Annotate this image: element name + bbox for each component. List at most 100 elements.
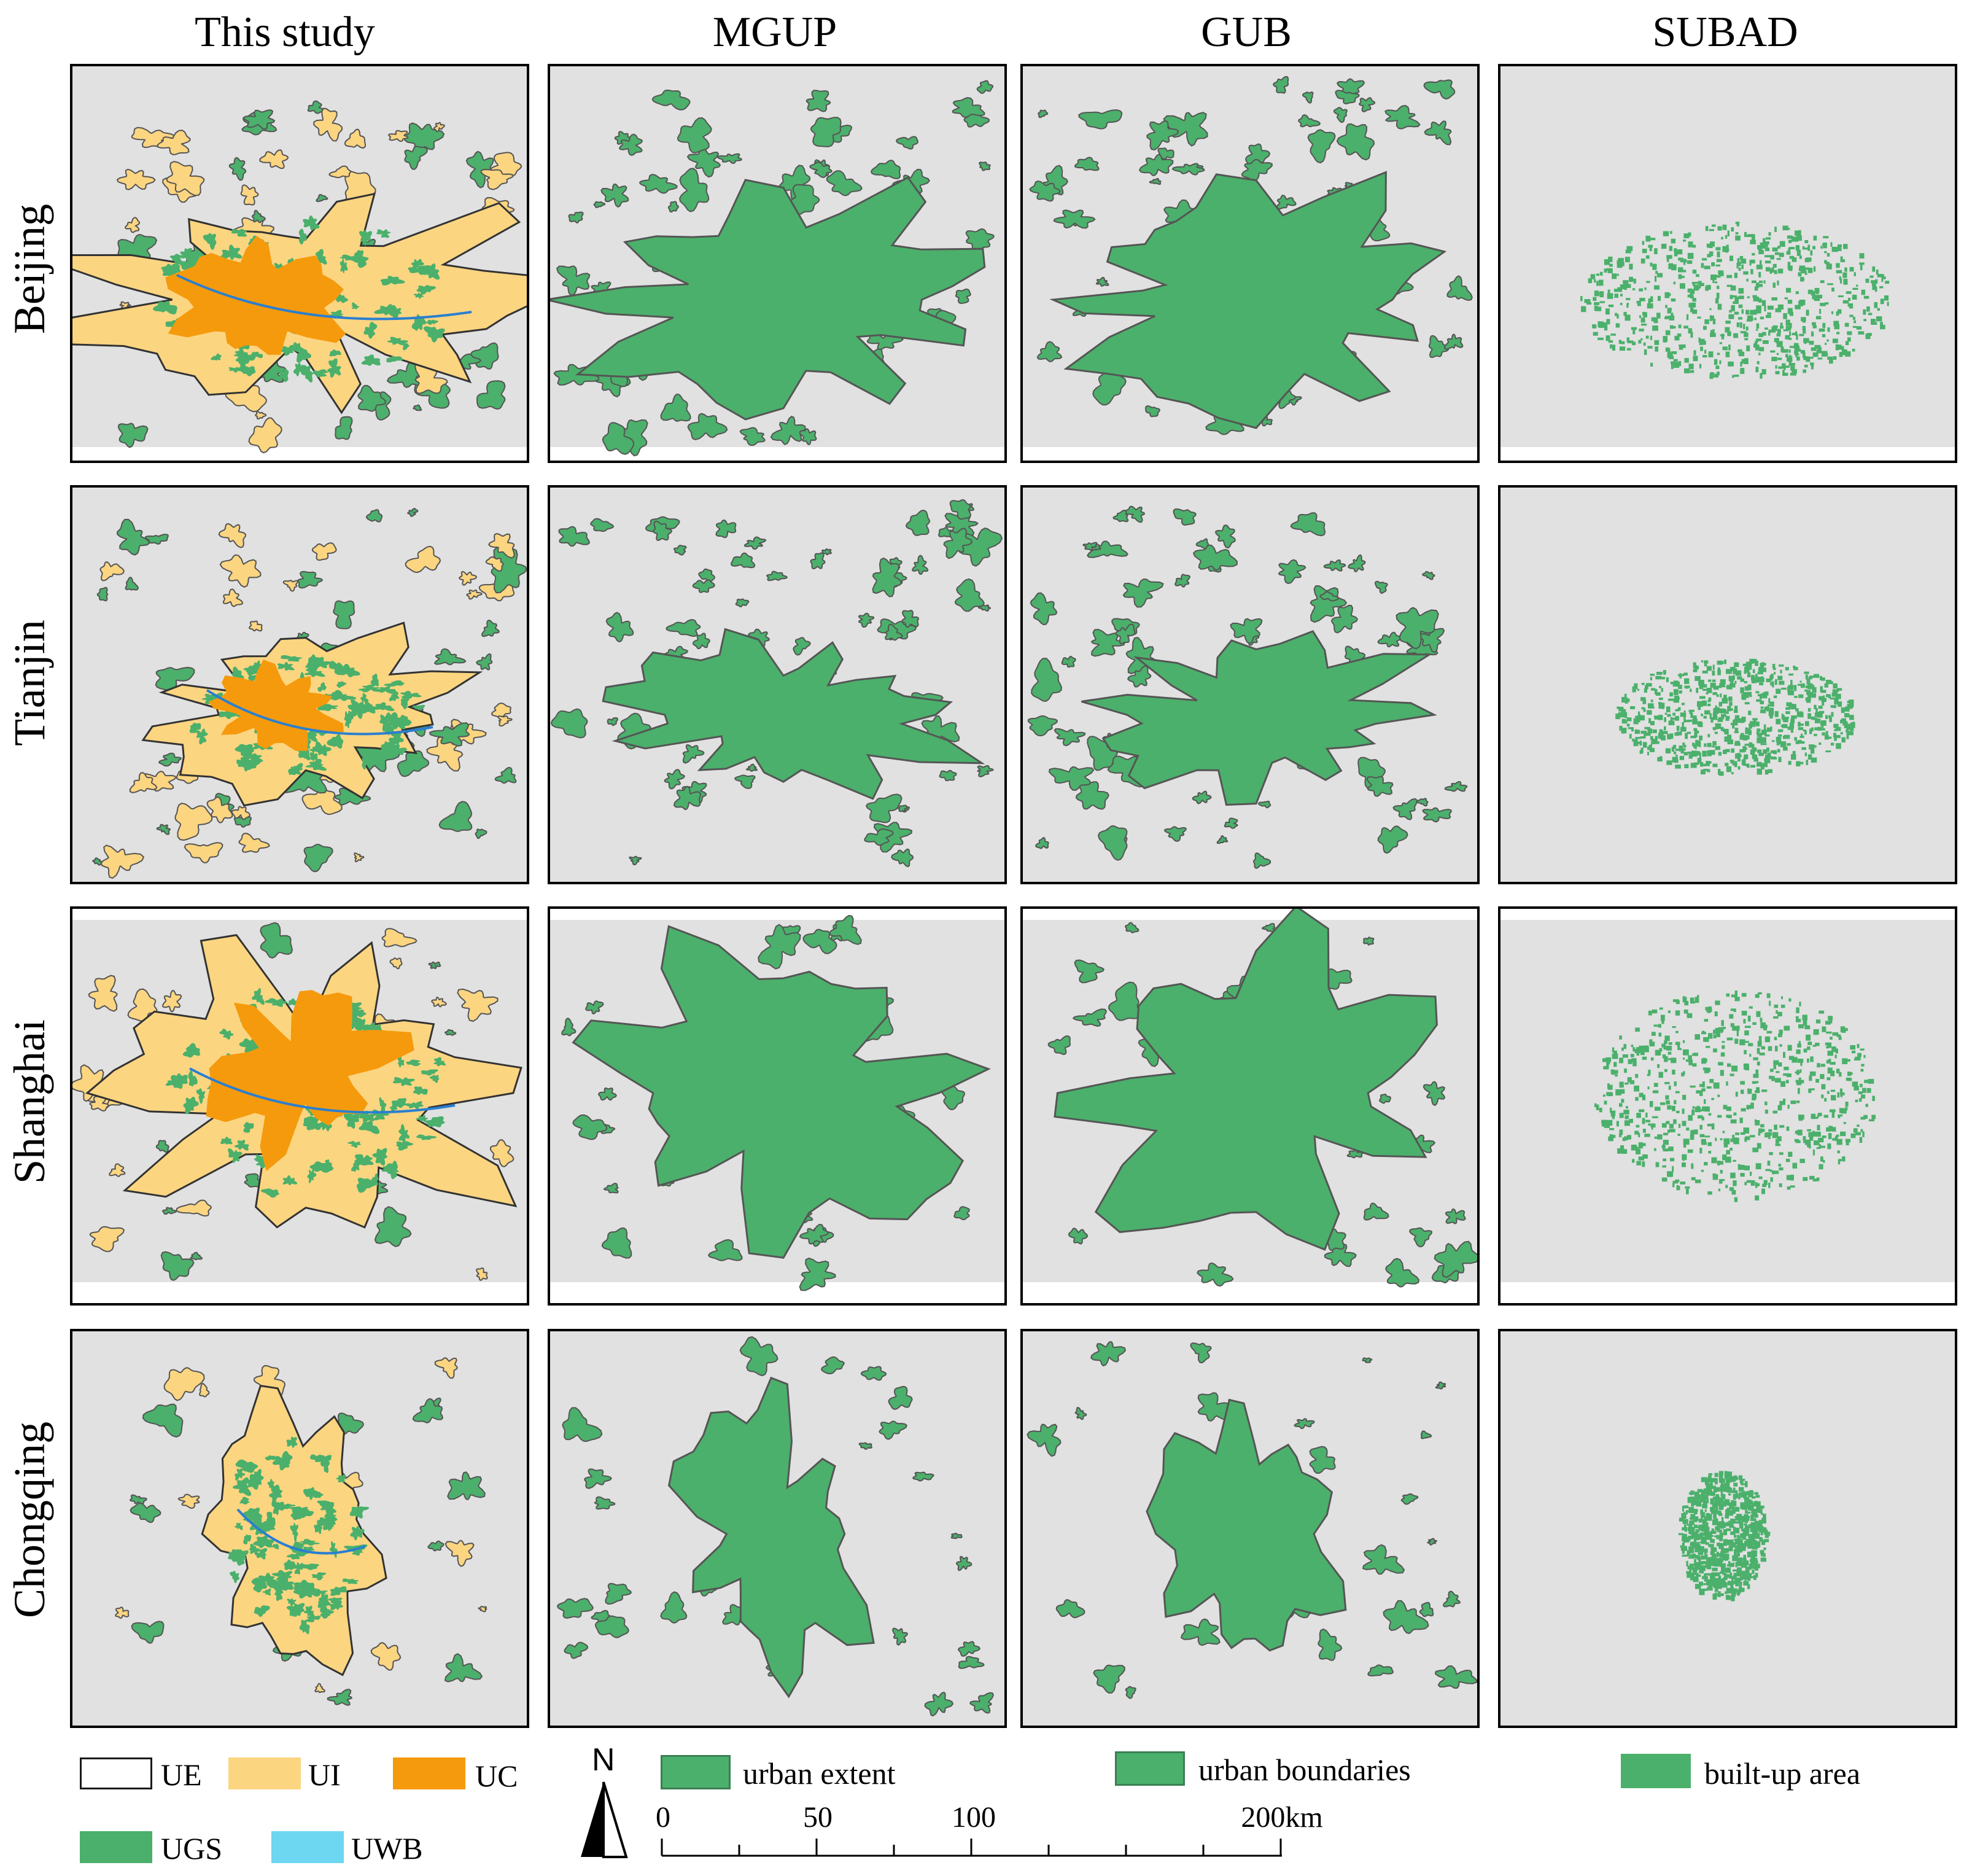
built-up-patch bbox=[1755, 1182, 1758, 1188]
built-up-patch bbox=[1704, 265, 1710, 270]
urban-patch bbox=[1072, 1008, 1108, 1027]
built-up-patch bbox=[1876, 270, 1879, 275]
scale-label-50: 50 bbox=[803, 1801, 833, 1834]
built-up-patch bbox=[1720, 717, 1723, 721]
built-up-patch bbox=[1706, 1086, 1712, 1089]
urban-patch bbox=[603, 1183, 619, 1194]
built-up-patch bbox=[1647, 752, 1649, 756]
row-label-beijing: Beijing bbox=[5, 204, 54, 334]
built-up-patch bbox=[1783, 1099, 1786, 1102]
built-up-patch bbox=[1846, 1059, 1850, 1062]
green-space-patch bbox=[387, 305, 402, 319]
green-space-patch bbox=[281, 655, 303, 662]
built-up-patch bbox=[1682, 1527, 1687, 1531]
built-up-patch bbox=[1598, 279, 1604, 286]
built-up-patch bbox=[1749, 260, 1752, 266]
built-up-patch bbox=[1809, 340, 1814, 345]
urban-patch bbox=[828, 914, 862, 945]
built-up-patch bbox=[1684, 368, 1690, 373]
built-up-patch bbox=[1766, 237, 1771, 240]
built-up-patch bbox=[1636, 1161, 1641, 1166]
built-up-patch bbox=[1769, 707, 1774, 714]
built-up-patch bbox=[1744, 681, 1748, 683]
built-up-patch bbox=[1761, 1089, 1768, 1092]
built-up-patch bbox=[1775, 1133, 1779, 1138]
urban-patch bbox=[1029, 180, 1061, 202]
built-up-patch bbox=[1713, 1034, 1717, 1038]
built-up-patch bbox=[1703, 1538, 1707, 1544]
built-up-patch bbox=[1733, 1180, 1737, 1186]
built-up-patch bbox=[1647, 710, 1652, 715]
built-up-patch bbox=[1719, 771, 1724, 776]
urban-patch bbox=[602, 422, 635, 455]
built-up-patch bbox=[1831, 287, 1834, 292]
built-up-patch bbox=[1641, 683, 1645, 685]
green-space-patch bbox=[252, 988, 265, 1005]
built-up-patch bbox=[1866, 1088, 1871, 1093]
green-space-patch bbox=[220, 1137, 233, 1145]
built-up-patch bbox=[1644, 1134, 1650, 1137]
built-up-patch bbox=[1699, 696, 1706, 699]
built-up-patch bbox=[1758, 250, 1764, 254]
urban-patch bbox=[1423, 79, 1456, 100]
built-up-patch bbox=[1750, 1514, 1753, 1521]
legend-swatch-ugs bbox=[80, 1831, 152, 1863]
built-up-patch bbox=[1798, 236, 1802, 241]
built-up-patch bbox=[1791, 333, 1796, 335]
built-up-patch bbox=[1715, 1518, 1718, 1524]
built-up-patch bbox=[1708, 1544, 1714, 1547]
built-up-patch bbox=[1761, 1129, 1765, 1132]
urban-patch bbox=[1434, 1240, 1477, 1279]
built-up-patch bbox=[1778, 757, 1782, 763]
built-up-patch bbox=[1748, 744, 1755, 748]
built-up-patch bbox=[1820, 1074, 1825, 1080]
built-up-patch bbox=[1675, 1041, 1680, 1045]
built-up-patch bbox=[1780, 1005, 1785, 1008]
built-up-patch bbox=[1693, 1129, 1698, 1135]
built-up-patch bbox=[1816, 1147, 1820, 1150]
built-up-patch bbox=[1634, 280, 1636, 282]
green-space-patch bbox=[188, 1070, 198, 1087]
built-up-patch bbox=[1607, 293, 1613, 299]
urban-patch bbox=[476, 380, 506, 410]
built-up-patch bbox=[1743, 1571, 1750, 1574]
built-up-patch bbox=[1737, 1589, 1740, 1596]
built-up-patch bbox=[1662, 1144, 1665, 1150]
built-up-patch bbox=[1724, 736, 1730, 739]
built-up-patch bbox=[1637, 711, 1640, 716]
built-up-patch bbox=[1723, 749, 1727, 754]
built-up-patch bbox=[1675, 709, 1679, 712]
urban-patch bbox=[142, 1403, 184, 1438]
built-up-patch bbox=[1717, 1591, 1721, 1597]
built-up-patch bbox=[1694, 1563, 1699, 1569]
built-up-patch bbox=[1790, 1100, 1796, 1104]
built-up-patch bbox=[1700, 1109, 1706, 1111]
built-up-patch bbox=[1845, 341, 1849, 345]
built-up-patch bbox=[1776, 1071, 1780, 1073]
built-up-patch bbox=[1719, 1481, 1725, 1484]
built-up-patch bbox=[1675, 1091, 1680, 1094]
built-up-patch bbox=[1741, 1492, 1747, 1498]
built-up-patch bbox=[1710, 241, 1715, 247]
built-up-patch bbox=[1697, 758, 1702, 764]
built-up-patch bbox=[1650, 677, 1652, 680]
built-up-patch bbox=[1659, 729, 1663, 735]
built-up-patch bbox=[1798, 1024, 1804, 1029]
built-up-patch bbox=[1791, 236, 1797, 242]
built-up-patch bbox=[1740, 331, 1747, 333]
built-up-patch bbox=[1661, 1043, 1666, 1048]
green-space-patch bbox=[249, 351, 263, 359]
built-up-patch bbox=[1671, 325, 1676, 329]
built-up-patch bbox=[1805, 721, 1809, 726]
built-up-patch bbox=[1879, 286, 1884, 289]
built-up-patch bbox=[1699, 1494, 1704, 1501]
built-up-patch bbox=[1782, 715, 1785, 721]
built-up-patch bbox=[1688, 753, 1693, 759]
built-up-patch bbox=[1787, 1045, 1792, 1051]
built-up-patch bbox=[1854, 1058, 1860, 1061]
built-up-patch bbox=[1767, 312, 1771, 315]
built-up-patch bbox=[1750, 1565, 1753, 1569]
built-up-patch bbox=[1675, 754, 1678, 757]
green-space-patch bbox=[211, 353, 222, 361]
green-space-patch bbox=[351, 302, 360, 309]
